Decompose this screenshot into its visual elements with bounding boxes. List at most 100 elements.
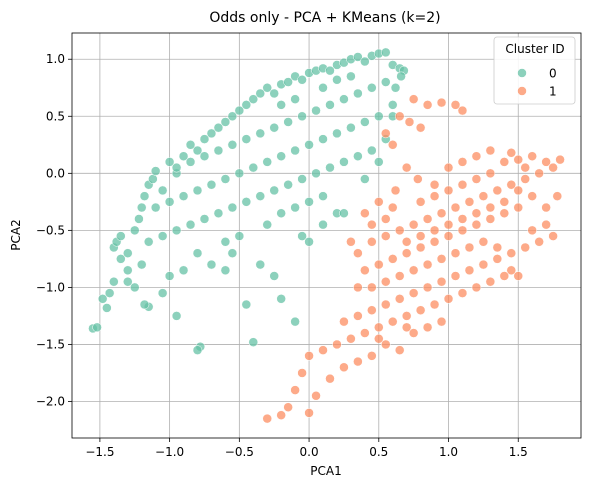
x-axis-label: PCA1 (310, 464, 341, 478)
scatter-point-cluster-1 (520, 174, 530, 184)
scatter-point-cluster-1 (478, 237, 489, 247)
scatter-point-cluster-0 (387, 100, 398, 110)
legend-marker-cluster-1 (517, 86, 527, 96)
scatter-point-cluster-1 (552, 191, 563, 201)
scatter-point-cluster-0 (269, 185, 279, 196)
scatter-point-cluster-0 (123, 265, 133, 276)
scatter-point-cluster-0 (227, 111, 238, 122)
scatter-point-cluster-1 (339, 316, 349, 327)
scatter-point-cluster-0 (318, 191, 328, 201)
scatter-point-cluster-0 (104, 288, 115, 298)
scatter-point-cluster-1 (401, 311, 412, 321)
scatter-point-cluster-0 (157, 231, 168, 241)
scatter-point-cluster-0 (318, 219, 328, 230)
scatter-point-cluster-1 (353, 311, 363, 321)
scatter-point-cluster-1 (353, 356, 363, 367)
scatter-point-cluster-1 (443, 185, 454, 196)
scatter-point-cluster-1 (457, 157, 468, 167)
scatter-point-cluster-0 (255, 128, 266, 139)
scatter-point-cluster-1 (387, 140, 398, 150)
scatter-point-cluster-1 (381, 231, 391, 241)
scatter-point-cluster-1 (387, 316, 398, 327)
scatter-point-cluster-1 (492, 185, 503, 196)
scatter-point-cluster-1 (450, 202, 461, 213)
y-tick-label: 0.0 (46, 166, 65, 180)
scatter-point-cluster-0 (290, 316, 300, 327)
scatter-point-cluster-0 (353, 151, 363, 161)
scatter-point-cluster-1 (457, 225, 468, 236)
scatter-point-cluster-0 (290, 202, 300, 213)
x-tick-label: −1.5 (85, 445, 114, 459)
scatter-point-cluster-0 (199, 214, 210, 224)
scatter-point-cluster-0 (139, 191, 150, 201)
scatter-point-cluster-1 (506, 179, 517, 190)
scatter-point-cluster-1 (534, 237, 544, 247)
scatter-point-cluster-1 (283, 402, 293, 412)
scatter-point-cluster-1 (443, 231, 454, 241)
scatter-point-cluster-0 (157, 185, 168, 196)
scatter-point-cluster-1 (555, 154, 565, 165)
scatter-point-cluster-1 (408, 288, 419, 298)
scatter-point-cluster-0 (192, 345, 203, 355)
scatter-point-cluster-0 (150, 202, 161, 213)
scatter-point-cluster-0 (262, 83, 272, 93)
scatter-point-cluster-0 (304, 140, 314, 150)
scatter-point-cluster-0 (199, 134, 210, 144)
scatter-point-cluster-0 (206, 259, 217, 270)
scatter-point-cluster-0 (297, 75, 307, 85)
scatter-point-cluster-0 (234, 105, 245, 116)
scatter-point-cluster-1 (478, 259, 489, 270)
scatter-point-cluster-1 (443, 294, 454, 304)
scatter-point-cluster-1 (485, 168, 496, 179)
scatter-point-cluster-0 (374, 157, 384, 167)
scatter-point-cluster-0 (262, 157, 272, 167)
scatter-point-cluster-1 (471, 219, 482, 230)
scatter-point-cluster-0 (171, 225, 182, 236)
scatter-point-cluster-0 (213, 145, 224, 156)
legend-marker-cluster-0 (517, 68, 527, 78)
scatter-point-cluster-0 (283, 77, 293, 87)
scatter-point-cluster-0 (304, 237, 314, 247)
scatter-point-cluster-1 (401, 162, 412, 173)
scatter-point-cluster-0 (92, 322, 102, 333)
scatter-point-cluster-0 (276, 151, 286, 161)
scatter-point-cluster-0 (102, 303, 112, 313)
scatter-point-cluster-1 (492, 242, 503, 253)
scatter-point-cluster-0 (255, 88, 266, 99)
scatter-point-cluster-0 (150, 166, 161, 176)
y-tick-label: −1.0 (36, 280, 65, 294)
scatter-point-cluster-1 (415, 242, 426, 253)
legend-title: Cluster ID (505, 42, 564, 56)
scatter-point-cluster-1 (513, 271, 523, 281)
scatter-point-cluster-0 (276, 100, 286, 110)
scatter-point-cluster-0 (227, 140, 238, 150)
scatter-point-cluster-0 (269, 88, 279, 99)
scatter-point-cluster-0 (130, 225, 140, 236)
scatter-point-cluster-0 (339, 94, 349, 104)
scatter-point-cluster-0 (213, 122, 224, 133)
scatter-point-cluster-0 (311, 168, 321, 179)
y-axis-ticks: −2.0 −1.5 −1.0 −0.5 0.0 0.5 1.0 (36, 52, 72, 408)
legend-label-cluster-1: 1 (549, 85, 557, 99)
scatter-point-cluster-0 (148, 174, 158, 184)
scatter-point-cluster-1 (422, 259, 433, 270)
scatter-point-cluster-1 (436, 97, 447, 108)
scatter-point-cluster-1 (262, 413, 272, 424)
scatter-point-cluster-1 (413, 174, 423, 184)
scatter-point-cluster-1 (520, 242, 530, 253)
scatter-point-cluster-0 (143, 237, 154, 247)
scatter-point-cluster-0 (269, 122, 279, 133)
x-tick-label: 0.5 (369, 445, 388, 459)
scatter-point-cluster-1 (492, 254, 503, 264)
scatter-point-cluster-0 (164, 157, 175, 167)
scatter-point-cluster-0 (248, 337, 259, 347)
scatter-point-cluster-1 (374, 197, 384, 207)
y-axis-label: PCA2 (9, 219, 23, 250)
scatter-point-cluster-1 (325, 373, 335, 384)
scatter-point-cluster-1 (436, 276, 447, 287)
scatter-point-cluster-0 (381, 47, 391, 58)
x-tick-label: −1.0 (155, 445, 184, 459)
x-tick-label: 1.5 (509, 445, 528, 459)
scatter-point-cluster-0 (248, 162, 259, 173)
scatter-point-cluster-1 (471, 282, 482, 293)
